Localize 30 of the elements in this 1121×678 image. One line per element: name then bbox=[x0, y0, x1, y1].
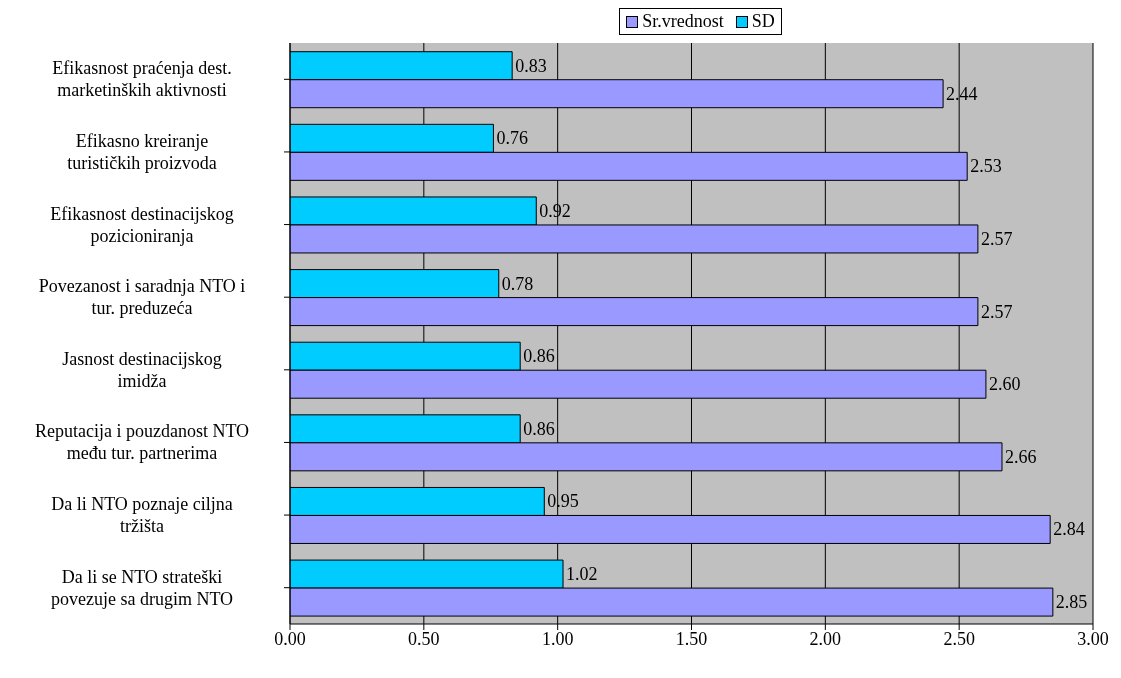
text: 1.02 bbox=[566, 564, 598, 585]
text: 0.83 bbox=[515, 55, 547, 76]
y-tick-label: Da li se NTO strateški povezuje sa drugim NTO bbox=[50, 566, 234, 609]
y-tick-label: Efikasnost praćenja dest. marketinških aktivnosti bbox=[52, 58, 232, 101]
x-tick-label: 1.50 bbox=[675, 628, 708, 649]
text: 0.86 bbox=[523, 418, 555, 439]
text: 2.85 bbox=[1055, 592, 1088, 613]
text: 2.84 bbox=[1053, 519, 1085, 540]
x-tick-label: 2.00 bbox=[809, 628, 842, 649]
x-tick-label: 0.00 bbox=[274, 628, 306, 649]
text: 0.86 bbox=[523, 346, 555, 367]
text: 2.60 bbox=[988, 374, 1021, 395]
y-tick-label: Efikasno kreiranje turističkih proizvoda bbox=[67, 130, 217, 173]
text: 2.57 bbox=[980, 301, 1013, 322]
text: 2.57 bbox=[980, 228, 1013, 249]
text: 0.78 bbox=[501, 273, 534, 294]
y-tick-label: Da li NTO poznaje ciljna tržišta bbox=[51, 494, 233, 537]
text: 2.66 bbox=[1004, 446, 1037, 467]
x-tick-label: 1.00 bbox=[541, 628, 574, 649]
legend-label: Sr.vrednost bbox=[642, 11, 724, 32]
y-tick-label: Povezanost i saradnja NTO i tur. preduzeća bbox=[38, 276, 246, 319]
y-tick-label: Reputacija i pouzdanost NTO među tur. partnerima bbox=[34, 421, 250, 464]
x-tick-label: 2.50 bbox=[943, 628, 975, 649]
y-tick-label: Efikasnost destinacijskog pozicioniranja bbox=[50, 203, 234, 246]
text: 2.53 bbox=[970, 156, 1002, 177]
y-tick-label: Jasnost destinacijskog imidža bbox=[62, 348, 222, 391]
legend-label: SD bbox=[751, 11, 775, 32]
x-tick-label: 0.50 bbox=[408, 628, 440, 649]
text: 0.76 bbox=[496, 128, 528, 149]
x-tick-label: 3.00 bbox=[1077, 628, 1109, 649]
